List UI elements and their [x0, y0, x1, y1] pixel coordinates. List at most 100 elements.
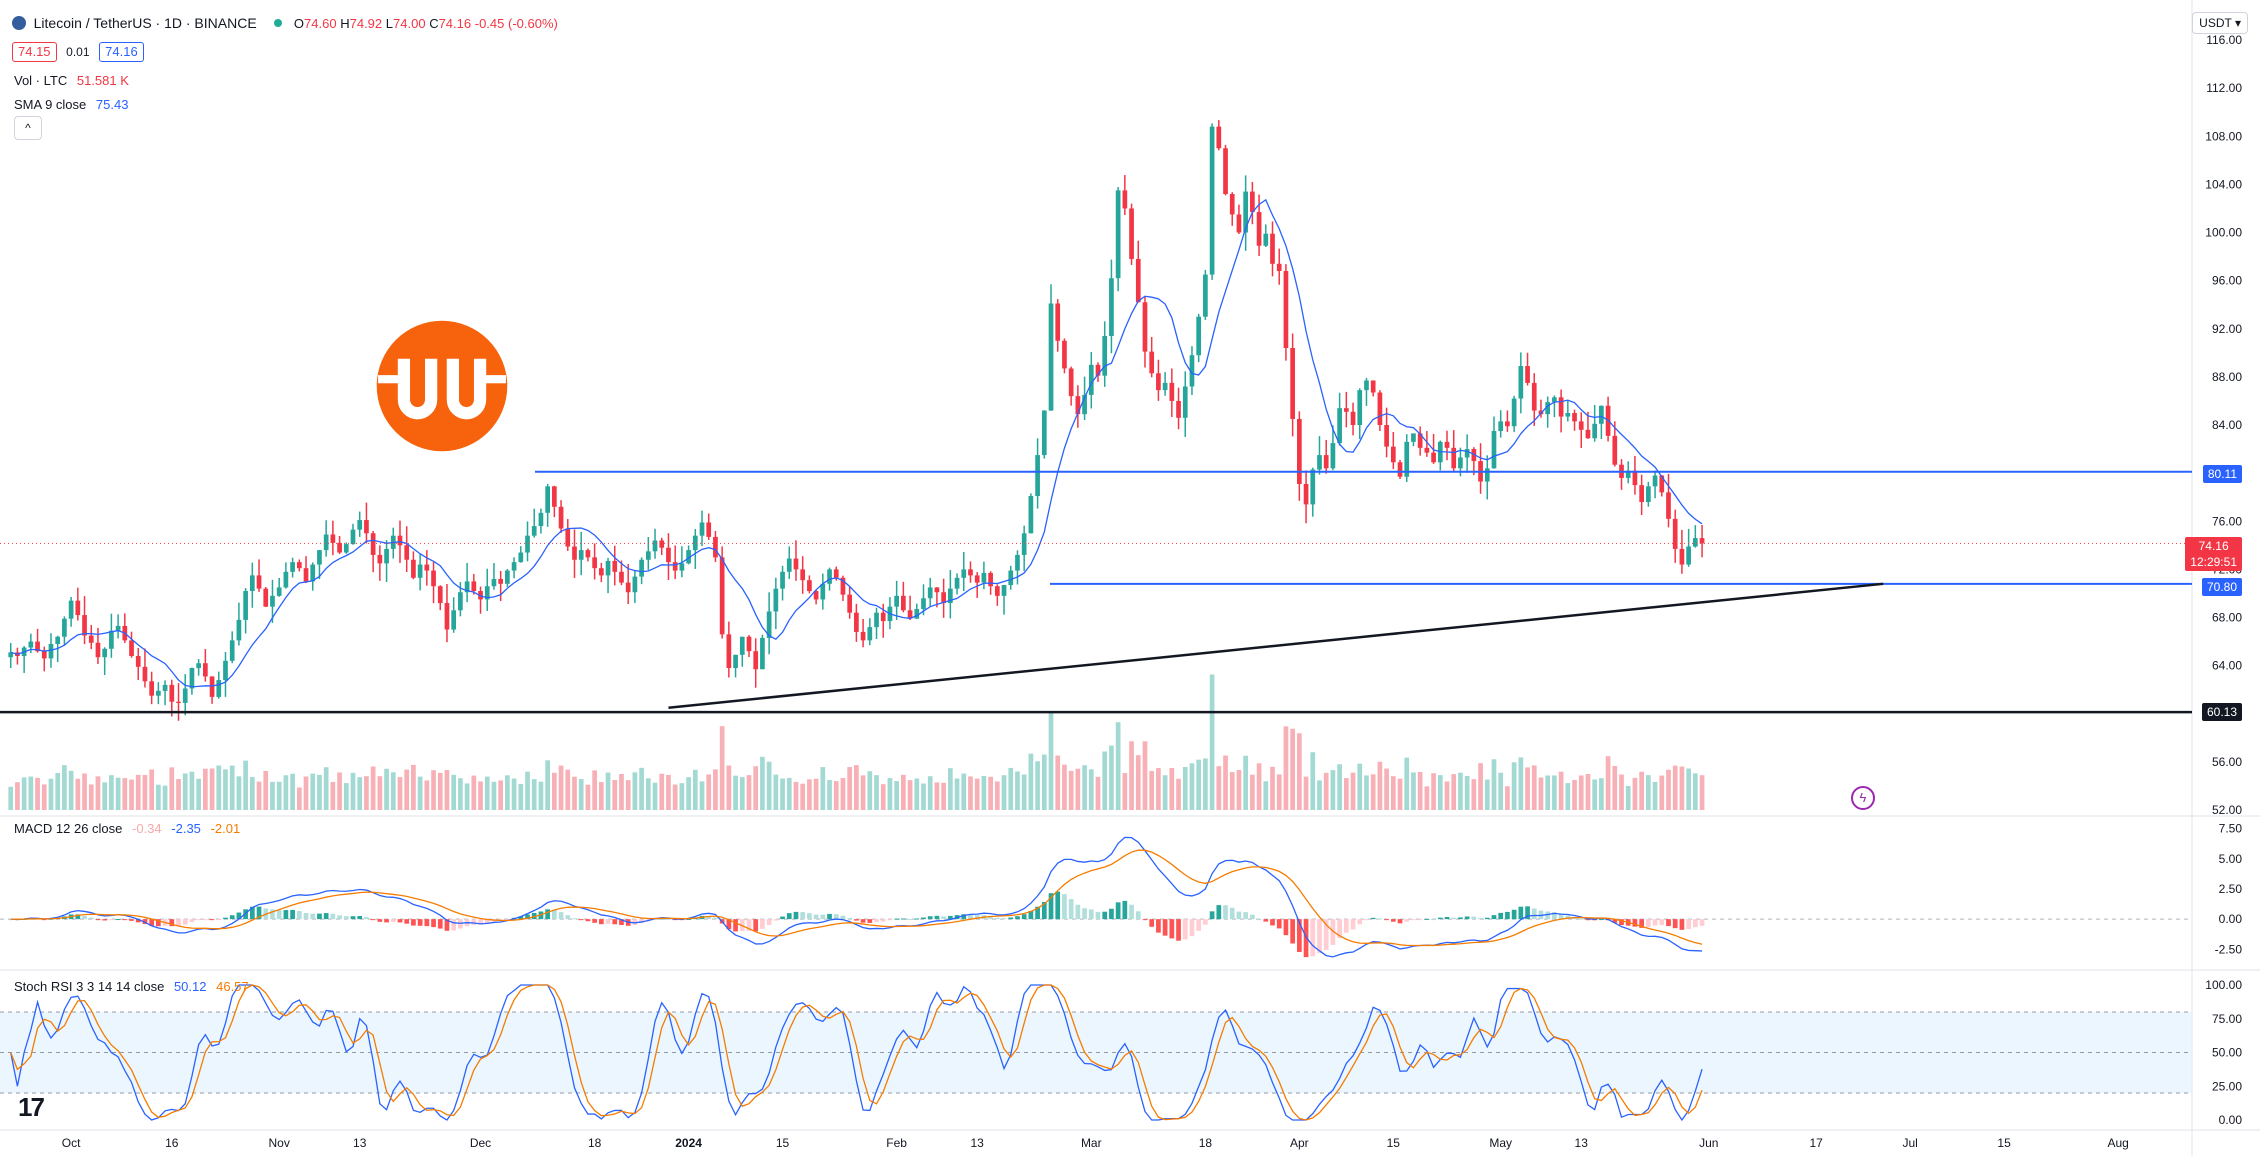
- macd-hist-bar: [1290, 919, 1295, 944]
- macd-hist-bar: [1491, 915, 1497, 920]
- volume-bar: [572, 776, 577, 810]
- macd-hist-bar: [833, 914, 839, 920]
- candle-body: [1062, 340, 1067, 369]
- macd-hist-bar: [1639, 919, 1644, 928]
- volume-bar: [854, 765, 859, 810]
- macd-hist-bar: [1692, 919, 1698, 928]
- volume-bar: [1558, 771, 1564, 810]
- macd-hist-bar: [947, 915, 953, 920]
- volume-bar: [880, 784, 886, 810]
- macd-hist-bar: [1337, 919, 1342, 938]
- candle-body: [129, 640, 134, 656]
- volume-bar: [585, 784, 591, 810]
- collapse-legend-button[interactable]: ^: [14, 116, 42, 140]
- candle-body: [619, 571, 624, 583]
- candle-body: [820, 583, 826, 600]
- candle-body: [1659, 475, 1665, 493]
- candle-body: [1444, 441, 1450, 448]
- macd-hist-bar: [1310, 919, 1316, 957]
- candle-body: [384, 548, 389, 564]
- stoch-axis-label: 100.00: [2205, 978, 2242, 992]
- macd-signal-value: -2.01: [210, 821, 241, 836]
- macd-hist-bar: [176, 919, 181, 927]
- ask-button[interactable]: 74.16: [99, 42, 144, 62]
- candle-body: [1169, 382, 1175, 401]
- candle-body: [827, 569, 832, 584]
- volume-bar: [1585, 774, 1591, 810]
- candle-body: [585, 550, 591, 558]
- macd-axis-label: -2.50: [2215, 942, 2243, 956]
- macd-hist-bar: [1035, 906, 1040, 920]
- time-axis-label: 17: [1809, 1136, 1823, 1150]
- macd-legend[interactable]: MACD 12 26 close -0.34 -2.35 -2.01: [14, 820, 240, 838]
- macd-hist-bar: [598, 919, 604, 925]
- macd-hist-bar: [471, 919, 477, 926]
- candle-body: [813, 591, 819, 600]
- time-axis-label: 13: [353, 1136, 367, 1150]
- bid-button[interactable]: 74.15: [12, 42, 57, 62]
- macd-hist-bar: [357, 915, 363, 920]
- macd-hist-bar: [451, 919, 457, 931]
- candle-body: [988, 572, 993, 587]
- candle-body: [800, 569, 806, 581]
- volume-bar: [827, 780, 832, 810]
- volume-bar: [1203, 758, 1208, 810]
- volume-legend[interactable]: Vol · LTC 51.581 K: [14, 72, 129, 90]
- volume-bar: [296, 787, 302, 810]
- candle-body: [1008, 570, 1014, 586]
- lightning-icon[interactable]: ϟ: [1851, 786, 1875, 810]
- macd-hist-bar: [82, 915, 87, 920]
- volume-bar: [1397, 778, 1403, 810]
- candle-body: [1149, 351, 1155, 374]
- macd-hist-bar: [1270, 919, 1275, 926]
- volume-bar: [1068, 770, 1074, 810]
- volume-bar: [431, 770, 436, 810]
- volume-bar: [525, 771, 530, 810]
- level-mid-tag: 70.80: [2201, 578, 2242, 596]
- candle-body: [1585, 429, 1591, 439]
- volume-bar: [444, 770, 450, 810]
- candle-body: [1350, 411, 1356, 425]
- candle-body: [82, 615, 87, 636]
- volume-bar: [1115, 722, 1121, 810]
- candle-body: [1256, 212, 1262, 246]
- volume-bar: [1088, 769, 1094, 810]
- volume-bar: [1525, 767, 1530, 810]
- macd-hist-bar: [437, 919, 443, 929]
- macd-hist-bar: [934, 915, 940, 920]
- volume-bar: [1484, 779, 1490, 810]
- macd-hist-bar: [156, 919, 161, 927]
- volume-bar: [1652, 781, 1658, 810]
- candle-body: [1156, 373, 1161, 391]
- macd-hist-bar: [256, 906, 262, 920]
- volume-bar: [1176, 778, 1181, 810]
- candle-body: [807, 580, 812, 592]
- macd-hist-bar: [411, 919, 416, 926]
- volume-bar: [927, 776, 933, 810]
- macd-hist-bar: [666, 918, 671, 920]
- volume-bar: [21, 777, 27, 810]
- macd-hist-bar: [129, 919, 134, 921]
- candle-body: [1283, 271, 1289, 348]
- volume-bar: [109, 775, 114, 810]
- macd-hist-bar: [907, 918, 913, 920]
- candle-body: [243, 591, 248, 620]
- candle-body: [699, 522, 705, 536]
- stoch-legend[interactable]: Stoch RSI 3 3 14 14 close 50.12 46.57: [14, 978, 249, 996]
- volume-bar: [1625, 785, 1631, 810]
- macd-hist-bar: [397, 919, 403, 923]
- macd-hist-bar: [1444, 917, 1450, 920]
- tradingview-logo-icon[interactable]: 17: [18, 1092, 45, 1122]
- volume-bar: [1451, 774, 1457, 810]
- candle-body: [753, 651, 759, 670]
- currency-select[interactable]: USDT ▾: [2192, 12, 2248, 34]
- sma-legend[interactable]: SMA 9 close 75.43: [14, 96, 128, 114]
- candle-body: [1075, 396, 1081, 415]
- volume-bar: [1370, 774, 1376, 810]
- candle-body: [1639, 485, 1644, 502]
- macd-hist-bar: [149, 919, 155, 926]
- macd-hist-bar: [1484, 917, 1490, 920]
- candle-body: [941, 592, 946, 604]
- sma-value: 75.43: [95, 97, 129, 112]
